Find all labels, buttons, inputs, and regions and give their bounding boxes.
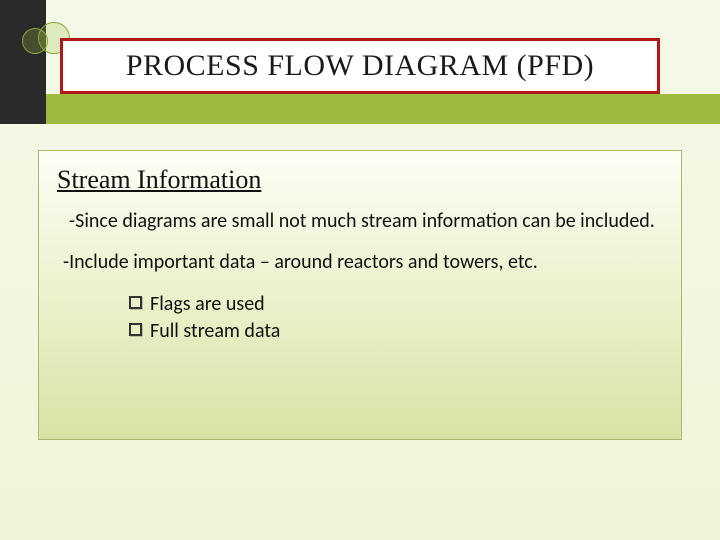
checkbox-bullet-icon xyxy=(129,323,142,336)
accent-band xyxy=(0,94,720,124)
checkbox-bullet-icon xyxy=(129,296,142,309)
content-box: Stream Information -Since diagrams are s… xyxy=(38,150,682,440)
content-subtitle: Stream Information xyxy=(57,165,663,195)
bullet-text-2: Full stream data xyxy=(150,318,280,345)
bullet-text-1: Flags are used xyxy=(150,291,265,318)
list-item: Flags are used xyxy=(129,291,663,318)
accent-bar-full xyxy=(0,0,46,124)
paragraph-2: -Include important data – around reactor… xyxy=(63,250,663,275)
paragraph-1: -Since diagrams are small not much strea… xyxy=(69,209,663,234)
title-box: PROCESS FLOW DIAGRAM (PFD) xyxy=(60,38,660,94)
page-title: PROCESS FLOW DIAGRAM (PFD) xyxy=(126,49,594,83)
bullet-list: Flags are used Full stream data xyxy=(129,291,663,345)
list-item: Full stream data xyxy=(129,318,663,345)
